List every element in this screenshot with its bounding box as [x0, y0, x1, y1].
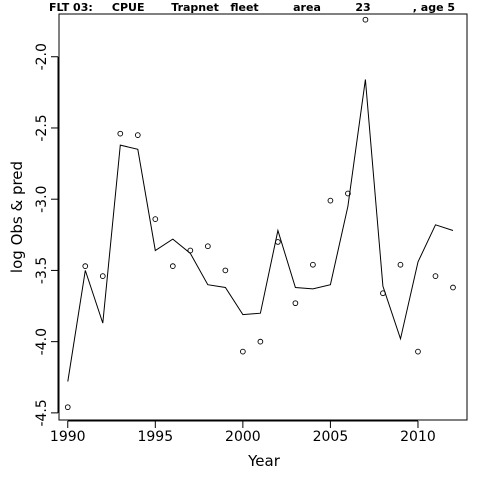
chart-title: FLT 03: CPUE Trapnet fleet area 23 , age…	[49, 1, 455, 14]
observed-point	[345, 190, 351, 197]
observed-point	[152, 216, 159, 222]
observed-point	[310, 261, 316, 268]
x-tick-label: 2005	[313, 429, 349, 445]
y-tick-label: -2.5	[34, 114, 50, 141]
y-tick-label: -3.0	[34, 186, 50, 213]
plot-frame	[58, 13, 468, 421]
observed-point	[450, 284, 456, 291]
observed-point	[415, 348, 421, 355]
x-tick-label: 1995	[137, 429, 173, 445]
observed-point	[432, 273, 439, 279]
observed-point	[64, 404, 71, 411]
y-tick-label: -2.0	[34, 43, 50, 70]
x-tick-label: 1990	[50, 429, 86, 445]
x-tick-label: 2000	[225, 429, 261, 445]
y-tick-label: -4.5	[34, 399, 50, 426]
observed-point	[204, 243, 211, 250]
x-tick-label: 2010	[400, 429, 436, 445]
observed-point	[99, 273, 106, 279]
observed-point	[257, 338, 264, 345]
x-axis: 1990 1995 2000 2005 2010	[50, 420, 436, 445]
observed-point	[82, 263, 89, 269]
x-axis-label: Year	[247, 452, 281, 470]
observed-point	[362, 16, 369, 23]
observed-point	[292, 300, 299, 307]
observed-point	[397, 261, 404, 268]
y-axis: -4.5 -4.0 -3.5 -3.0 -2.5 -2.0	[34, 43, 59, 427]
observed-point	[222, 267, 229, 274]
y-axis-label: log Obs & pred	[8, 161, 26, 273]
observed-point	[134, 132, 141, 138]
observed-point	[327, 197, 334, 204]
predicted-line	[67, 79, 454, 382]
plot-area	[64, 16, 456, 411]
observed-point	[117, 130, 124, 137]
observed-point	[240, 348, 246, 355]
y-tick-label: -4.0	[34, 328, 50, 355]
y-tick-label: -3.5	[34, 257, 50, 284]
observed-point	[169, 263, 176, 269]
